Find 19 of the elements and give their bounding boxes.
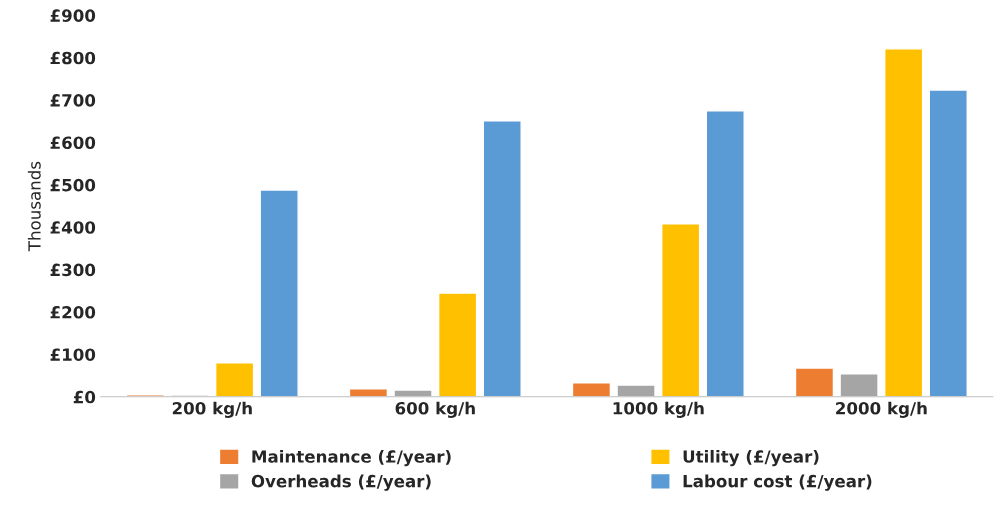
legend-label: Utility (£/year) (683, 449, 819, 467)
x-tick-label: 200 kg/h (172, 401, 252, 418)
x-tick-label: 1000 kg/h (613, 401, 704, 418)
y-tick-label: £500 (50, 178, 96, 192)
y-tick-label: £900 (50, 9, 96, 22)
y-tick-label: £800 (50, 51, 96, 65)
y-tick-label: £100 (50, 348, 96, 361)
y-tick-label: £0 (73, 390, 96, 404)
y-axis-title: Thousands (27, 161, 41, 252)
y-tick-label: £400 (50, 221, 96, 234)
y-tick-label: £700 (50, 94, 96, 107)
legend-label: Overheads (£/year) (251, 474, 431, 491)
x-tick-label: 2000 kg/h (836, 401, 927, 418)
y-tick-label: £300 (50, 263, 96, 277)
y-tick-label: £200 (50, 306, 96, 319)
x-tick-label: 600 kg/h (395, 401, 475, 418)
legend-label: Labour cost (£/year) (683, 474, 872, 491)
y-tick-label: £600 (50, 136, 96, 150)
legend-label: Maintenance (£/year) (252, 449, 451, 467)
